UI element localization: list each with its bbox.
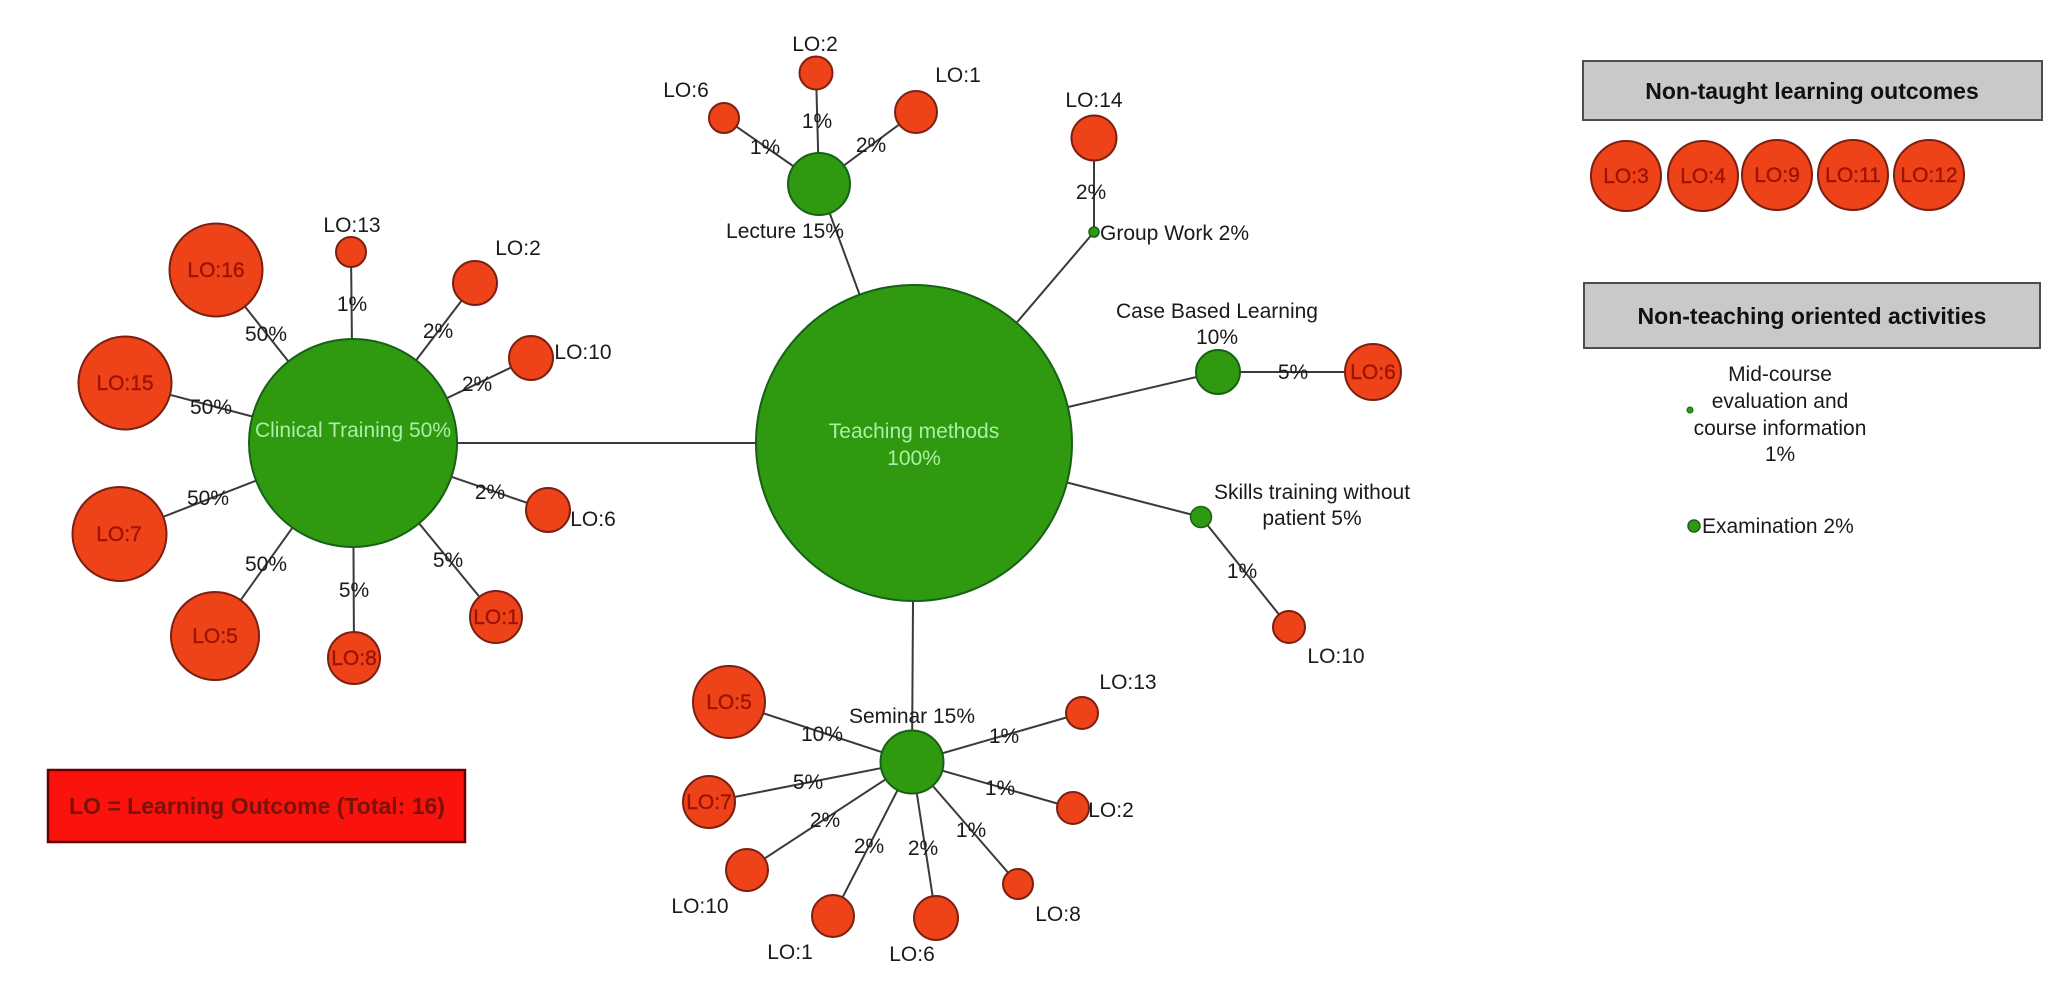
svg-text:2%: 2% xyxy=(1076,181,1106,204)
svg-text:Lecture 15%: Lecture 15% xyxy=(726,220,844,243)
svg-text:LO:16: LO:16 xyxy=(187,259,244,282)
svg-text:Mid-course: Mid-course xyxy=(1728,363,1832,386)
svg-text:1%: 1% xyxy=(802,110,832,133)
svg-text:2%: 2% xyxy=(854,835,884,858)
svg-text:Seminar 15%: Seminar 15% xyxy=(849,705,975,728)
svg-text:2%: 2% xyxy=(475,481,505,504)
svg-text:LO:10: LO:10 xyxy=(554,341,611,364)
svg-text:50%: 50% xyxy=(187,487,229,510)
svg-text:1%: 1% xyxy=(985,777,1015,800)
svg-text:1%: 1% xyxy=(1765,443,1795,466)
svg-text:evaluation and: evaluation and xyxy=(1712,390,1849,413)
svg-text:10%: 10% xyxy=(801,723,843,746)
svg-text:2%: 2% xyxy=(856,134,886,157)
svg-text:50%: 50% xyxy=(245,323,287,346)
svg-text:100%: 100% xyxy=(887,447,941,470)
svg-text:5%: 5% xyxy=(1278,361,1308,384)
svg-text:2%: 2% xyxy=(423,320,453,343)
svg-text:LO:9: LO:9 xyxy=(1754,164,1800,187)
svg-text:LO:2: LO:2 xyxy=(495,237,541,260)
svg-text:1%: 1% xyxy=(956,819,986,842)
svg-text:Skills training without: Skills training without xyxy=(1214,481,1410,504)
svg-text:LO:8: LO:8 xyxy=(331,647,377,670)
svg-text:5%: 5% xyxy=(339,579,369,602)
svg-text:LO:12: LO:12 xyxy=(1900,164,1957,187)
svg-text:LO:5: LO:5 xyxy=(706,691,752,714)
svg-text:LO:14: LO:14 xyxy=(1065,89,1123,112)
svg-text:LO:7: LO:7 xyxy=(96,523,142,546)
svg-text:LO:6: LO:6 xyxy=(1350,361,1396,384)
svg-text:Non-teaching oriented activiti: Non-teaching oriented activities xyxy=(1638,303,1987,329)
svg-text:2%: 2% xyxy=(908,837,938,860)
svg-text:LO:13: LO:13 xyxy=(323,214,380,237)
svg-text:2%: 2% xyxy=(810,809,840,832)
svg-text:LO = Learning Outcome (Total:: LO = Learning Outcome (Total: 16) xyxy=(69,793,445,819)
svg-text:50%: 50% xyxy=(190,396,232,419)
svg-text:course information: course information xyxy=(1694,417,1867,440)
svg-text:Clinical Training 50%: Clinical Training 50% xyxy=(255,419,451,442)
svg-text:LO:10: LO:10 xyxy=(1307,645,1364,668)
svg-text:5%: 5% xyxy=(793,771,823,794)
svg-text:Examination 2%: Examination 2% xyxy=(1702,515,1854,538)
svg-text:Group Work 2%: Group Work 2% xyxy=(1100,222,1249,245)
svg-text:1%: 1% xyxy=(1227,560,1257,583)
svg-text:Teaching methods: Teaching methods xyxy=(829,420,999,443)
svg-text:LO:5: LO:5 xyxy=(192,625,238,648)
svg-text:LO:10: LO:10 xyxy=(671,895,728,918)
svg-text:1%: 1% xyxy=(989,725,1019,748)
svg-text:LO:7: LO:7 xyxy=(686,791,732,814)
svg-text:LO:6: LO:6 xyxy=(889,943,935,966)
svg-text:Non-taught learning outcomes: Non-taught learning outcomes xyxy=(1645,78,1979,104)
svg-text:LO:6: LO:6 xyxy=(570,508,616,531)
svg-text:LO:3: LO:3 xyxy=(1603,165,1649,188)
svg-text:Case Based Learning: Case Based Learning xyxy=(1116,300,1318,323)
svg-text:LO:4: LO:4 xyxy=(1680,165,1726,188)
svg-text:50%: 50% xyxy=(245,553,287,576)
svg-text:LO:2: LO:2 xyxy=(1088,799,1134,822)
svg-text:5%: 5% xyxy=(433,549,463,572)
svg-text:2%: 2% xyxy=(462,373,492,396)
svg-text:10%: 10% xyxy=(1196,326,1238,349)
svg-text:LO:15: LO:15 xyxy=(96,372,153,395)
svg-text:LO:1: LO:1 xyxy=(935,64,981,87)
svg-text:LO:6: LO:6 xyxy=(663,79,709,102)
svg-text:1%: 1% xyxy=(750,136,780,159)
svg-text:LO:11: LO:11 xyxy=(1825,164,1881,187)
svg-text:LO:1: LO:1 xyxy=(767,941,813,964)
svg-text:LO:2: LO:2 xyxy=(792,33,838,56)
svg-text:LO:8: LO:8 xyxy=(1035,903,1081,926)
svg-text:1%: 1% xyxy=(337,293,367,316)
svg-text:LO:1: LO:1 xyxy=(473,606,519,629)
svg-text:patient 5%: patient 5% xyxy=(1262,507,1361,530)
svg-text:LO:13: LO:13 xyxy=(1099,671,1156,694)
